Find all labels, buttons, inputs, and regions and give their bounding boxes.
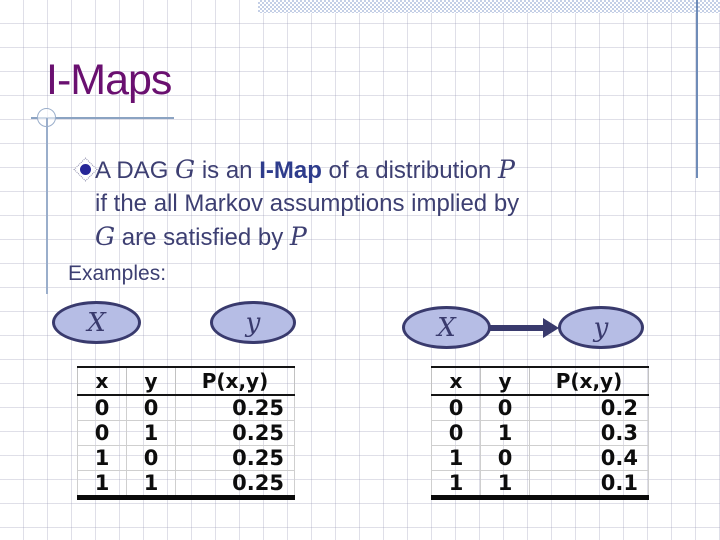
cell-p: 0.2 (529, 394, 649, 421)
cell-x: 0 (77, 394, 127, 421)
cell-y: 0 (480, 394, 530, 421)
cell-x: 1 (77, 445, 127, 471)
examples-label: Examples: (68, 262, 167, 285)
column-header-pxy: P(x,y) (175, 367, 295, 396)
arrow-right-icon (488, 325, 545, 331)
graph-node-y-right: y (558, 306, 644, 349)
node-label-y: y (593, 312, 609, 343)
bullet-segment: of a distribution (321, 157, 498, 184)
graph-symbol-G: G (175, 155, 196, 184)
cell-x: 0 (431, 394, 481, 421)
cell-p: 0.25 (175, 470, 295, 498)
column-header-x: x (77, 367, 127, 396)
cell-p: 0.25 (175, 445, 295, 471)
cell-x: 1 (431, 470, 481, 498)
graph-symbol-G: G (95, 222, 116, 251)
right-border-line (696, 0, 698, 178)
cell-p: 0.1 (529, 470, 649, 498)
table-row: 0 0 0.25 (77, 394, 295, 421)
cell-y: 0 (126, 394, 176, 421)
bullet-line-1: A DAG G is an I-Map of a distribution P (95, 153, 695, 187)
title-underline (31, 117, 174, 119)
cell-y: 1 (480, 420, 530, 446)
arrow-right-head-icon (543, 318, 559, 338)
distribution-symbol-P: P (289, 222, 307, 251)
term-imap: I-Map (259, 157, 322, 184)
table-row: 1 0 0.4 (431, 445, 649, 471)
table-row: 1 0 0.25 (77, 445, 295, 471)
cell-p: 0.25 (175, 420, 295, 446)
node-label-x: X (87, 307, 106, 338)
cell-x: 0 (431, 420, 481, 446)
table-row: 1 1 0.1 (431, 470, 649, 498)
cell-y: 1 (126, 470, 176, 498)
probability-table-uniform: x y P(x,y) 0 0 0.25 0 1 0.25 1 0 0.25 (77, 366, 295, 500)
table-row: 0 1 0.3 (431, 420, 649, 446)
cell-p: 0.4 (529, 445, 649, 471)
diamond-bullet-icon (73, 157, 98, 182)
cell-p: 0.25 (175, 394, 295, 421)
graph-node-x-left: X (52, 301, 141, 344)
cell-x: 1 (431, 445, 481, 471)
table-header-row: x y P(x,y) (77, 367, 295, 396)
cell-x: 1 (77, 470, 127, 498)
bullet-line-2: if the all Markov assumptions implied by (95, 190, 520, 217)
bullet-segment: A DAG (95, 157, 176, 184)
table-header-row: x y P(x,y) (431, 367, 649, 396)
cell-p: 0.3 (529, 420, 649, 446)
bullet-segment: are satisfied by (115, 224, 290, 251)
column-header-y: y (480, 367, 530, 396)
table-row: 0 1 0.25 (77, 420, 295, 446)
cell-y: 0 (126, 445, 176, 471)
cell-x: 0 (77, 420, 127, 446)
column-header-y: y (126, 367, 176, 396)
bullet-text: A DAG G is an I-Map of a distribution P … (95, 153, 695, 254)
left-guide-line (46, 118, 48, 294)
column-header-x: x (431, 367, 481, 396)
top-decoration-bar (258, 0, 720, 13)
page-title: I-Maps (46, 56, 172, 104)
table-row: 1 1 0.25 (77, 470, 295, 498)
cell-y: 1 (126, 420, 176, 446)
column-header-pxy: P(x,y) (529, 367, 649, 396)
graph-node-x-right: X (402, 306, 491, 349)
cell-y: 0 (480, 445, 530, 471)
bullet-segment: is an (195, 157, 260, 184)
probability-table-dependent: x y P(x,y) 0 0 0.2 0 1 0.3 1 0 0.4 1 (431, 366, 649, 500)
table-row: 0 0 0.2 (431, 394, 649, 421)
graph-node-y-left: y (210, 301, 296, 344)
bullet-line-3: G are satisfied by P (95, 220, 695, 254)
node-label-x: X (437, 312, 456, 343)
diamond-bullet-core (77, 161, 94, 178)
distribution-symbol-P: P (497, 155, 515, 184)
cell-y: 1 (480, 470, 530, 498)
node-label-y: y (245, 307, 261, 338)
